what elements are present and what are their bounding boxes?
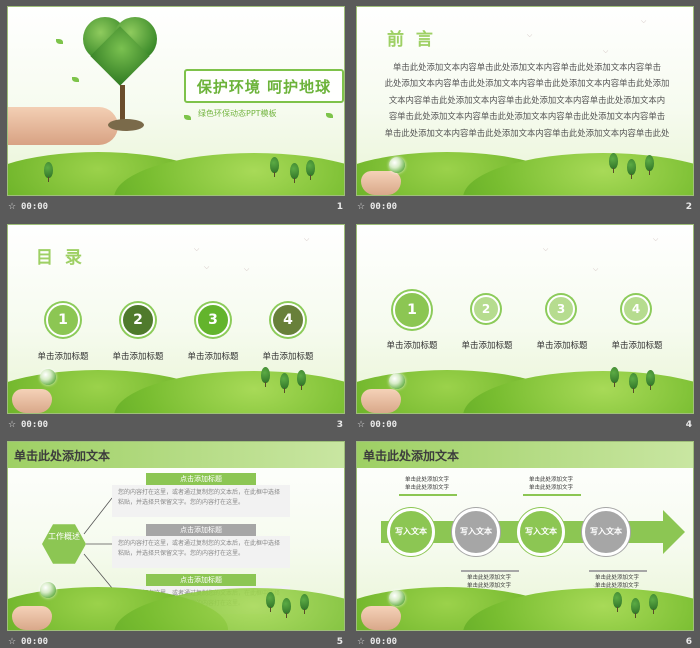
toc-circle-2[interactable]: 2 [472,295,500,323]
globe-icon [389,590,405,606]
thumbnail-meta: ☆ 00:00 5 [7,635,345,648]
toc-circle-1[interactable]: 1 [393,291,431,329]
slide-time: 00:00 [370,202,398,212]
slide-banner: 单击此处添加文本 [8,442,344,468]
slide-number: 3 [336,420,343,430]
slide-canvas: 目 录 ⌵ ⌵ ⌵ ⌵ 1 2 3 4 单击添加标题 单击添加标题 单击添加标题… [7,224,345,414]
title-box: 保护环境 呵护地球 [184,69,344,103]
thumbnail-meta: ☆ 00:00 4 [356,418,694,434]
slide-time: 00:00 [21,202,49,212]
toc-label: 单击添加标题 [112,352,164,362]
hand-image [361,606,401,630]
transition-icon: ☆ [8,637,17,647]
toc-label: 单击添加标题 [262,352,314,362]
slide-canvas: 前 言 ⌵ ⌵ ⌵ 单击此处添加文本内容单击此处添加文本内容单击此处添加文本内容… [356,6,694,196]
slide-canvas: ⌵ ⌵ ⌵ 1 2 3 4 单击添加标题 单击添加标题 单击添加标题 单击添加标… [356,224,694,414]
slide-number: 4 [685,420,692,430]
toc-circle-3[interactable]: 3 [196,303,230,337]
toc-circle-3[interactable]: 3 [547,295,575,323]
note-bottom-2: 单击此处添加文字 单击此处添加文字 [594,575,639,589]
thumbnail-meta: ☆ 00:00 1 [7,200,345,216]
toc-label: 单击添加标题 [611,341,663,351]
step-1[interactable]: 写入文本 [387,508,435,556]
thumbnail-meta: ☆ 00:00 3 [7,418,345,434]
note-bottom-1: 单击此处添加文字 单击此处添加文字 [466,575,511,589]
transition-icon: ☆ [357,202,366,212]
globe-icon [389,373,405,389]
step-4[interactable]: 写入文本 [582,508,630,556]
slide-canvas: 保护环境 呵护地球 绿色环保动态PPT模板 [7,6,345,196]
transition-icon: ☆ [357,637,366,647]
slide-title: 保护环境 呵护地球 [196,78,332,96]
slide-time: 00:00 [370,637,398,647]
timeline-arrow-head [663,510,685,554]
transition-icon: ☆ [8,202,17,212]
toc-label: 单击添加标题 [386,341,438,351]
toc-label: 单击添加标题 [37,352,89,362]
slide-time: 00:00 [370,420,398,430]
slide-heading: 前 言 [387,30,436,50]
heart-tree-image [83,17,157,91]
slide-number: 2 [685,202,692,212]
hand-image [12,606,52,630]
soil [108,119,144,131]
block-title: 点击添加标题 [146,524,256,536]
hand-image [8,107,118,145]
hand-image [361,389,401,413]
globe-icon [389,157,405,173]
slide-number: 5 [336,637,343,647]
toc-circle-2[interactable]: 2 [121,303,155,337]
tree-trunk [120,85,125,125]
slide-number: 1 [336,202,343,212]
globe-icon [40,369,56,385]
slide-canvas: 单击此处添加文本 ⌵ ⌵ 单击此处添加文字 单击此处添加文字 单击此处添加文字 单击… [356,441,694,631]
block-title: 点击添加标题 [146,574,256,586]
note-top-2: 单击此处添加文字 单击此处添加文字 [528,477,573,491]
step-2[interactable]: 写入文本 [452,508,500,556]
block-title: 点击添加标题 [146,473,256,485]
hand-image [12,389,52,413]
slide-subtitle: 绿色环保动态PPT模板 [198,109,277,118]
toc-label: 单击添加标题 [187,352,239,362]
step-3[interactable]: 写入文本 [517,508,565,556]
block-body: 您的内容打在这里，或者通过复制您的文本后，在此框中选择粘贴，并选择只保留文字。您… [112,485,290,517]
hand-image [361,171,401,195]
slide-canvas: 单击此处添加文本 工作概述 点击添加标题 您的内容打在这里，或者通过复制您的文本… [7,441,345,631]
transition-icon: ☆ [8,420,17,430]
slide-banner: 单击此处添加文本 [357,442,693,468]
toc-circle-4[interactable]: 4 [271,303,305,337]
body-paragraph: 单击此处添加文本内容单击此处添加文本内容单击此处添加文本内容单击 此处添加文本内… [384,62,670,138]
toc-circle-1[interactable]: 1 [46,303,80,337]
toc-label: 单击添加标题 [461,341,513,351]
connector-lines [83,497,113,589]
transition-icon: ☆ [357,420,366,430]
toc-label: 单击添加标题 [536,341,588,351]
thumbnail-meta: ☆ 00:00 6 [356,635,694,648]
slide-time: 00:00 [21,420,49,430]
slide-time: 00:00 [21,637,49,647]
toc-circle-4[interactable]: 4 [622,295,650,323]
block-body: 您的内容打在这里，或者通过复制您的文本后，在此框中选择粘贴，并选择只保留文字。您… [112,536,290,568]
slide-heading: 目 录 [36,248,85,268]
slide-number: 6 [685,637,692,647]
note-top-1: 单击此处添加文字 单击此处添加文字 [404,477,449,491]
thumbnail-meta: ☆ 00:00 2 [356,200,694,216]
globe-icon [40,582,56,598]
